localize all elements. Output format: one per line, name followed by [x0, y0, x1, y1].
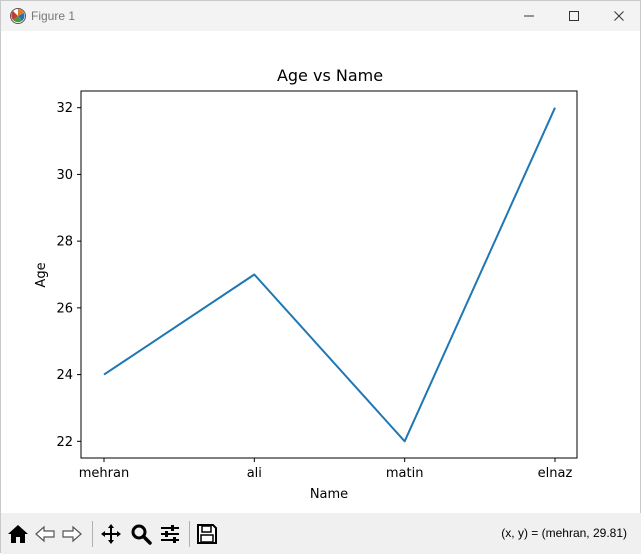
save-icon	[197, 524, 217, 544]
configure-subplots-icon	[161, 525, 179, 543]
toolbar-separator	[92, 521, 93, 547]
configure-subplots-button[interactable]	[157, 521, 183, 547]
back-button[interactable]	[32, 521, 58, 547]
close-icon	[614, 11, 624, 21]
axes-frame	[80, 90, 578, 459]
cursor-coordinates: (x, y) = (mehran, 29.81)	[501, 526, 627, 540]
chart-title: Age vs Name	[277, 66, 383, 85]
title-bar[interactable]: Figure 1	[1, 1, 640, 31]
pan-button[interactable]	[98, 521, 124, 547]
y-tick-label: 28	[56, 235, 73, 250]
age-series-line	[103, 107, 556, 443]
x-tick-label: ali	[247, 466, 262, 481]
y-tick-label: 24	[56, 368, 73, 383]
minimize-icon	[524, 15, 534, 17]
toolbar-separator	[189, 521, 190, 547]
maximize-icon	[569, 11, 579, 21]
y-tick-label: 30	[56, 168, 73, 183]
pan-icon	[101, 524, 121, 544]
y-tick-label: 22	[56, 435, 73, 450]
save-button[interactable]	[194, 521, 220, 547]
navigation-toolbar: (x, y) = (mehran, 29.81)	[1, 513, 641, 554]
x-axis-ticks: mehran ali matin elnaz	[79, 458, 573, 481]
zoom-icon	[131, 524, 152, 545]
close-button[interactable]	[596, 1, 642, 31]
y-tick-label: 26	[56, 301, 73, 316]
home-icon	[8, 525, 28, 543]
window-title: Figure 1	[31, 9, 76, 23]
x-tick-label: mehran	[79, 466, 129, 481]
home-button[interactable]	[5, 521, 31, 547]
y-tick-label: 32	[56, 101, 73, 116]
x-axis-label: Name	[310, 487, 348, 502]
x-tick-label: matin	[386, 466, 424, 481]
y-axis-ticks: 22 24 26 28 30 32	[56, 101, 81, 450]
x-tick-label: elnaz	[538, 466, 573, 481]
zoom-button[interactable]	[128, 521, 154, 547]
forward-icon	[62, 525, 82, 543]
plot-canvas[interactable]: Age vs Name 22 24 26 28 30 32 mehran ali matin e…	[1, 31, 641, 511]
y-axis-label: Age	[34, 262, 49, 287]
back-icon	[35, 525, 55, 543]
forward-button[interactable]	[59, 521, 85, 547]
minimize-button[interactable]	[506, 1, 552, 31]
line-chart: Age vs Name 22 24 26 28 30 32 mehran ali matin e…	[34, 66, 578, 502]
maximize-button[interactable]	[551, 1, 597, 31]
matplotlib-app-icon	[10, 8, 26, 24]
